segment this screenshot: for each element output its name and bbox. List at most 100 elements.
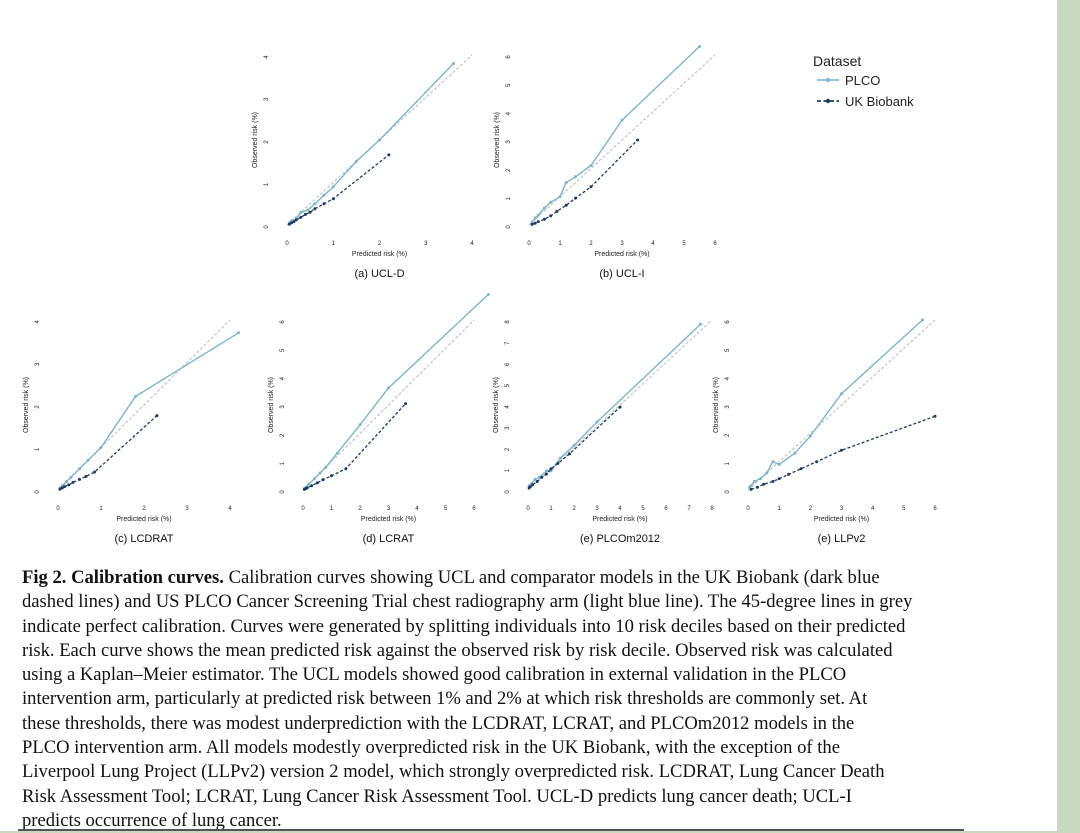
reference-diagonal xyxy=(747,319,936,491)
figure-page xyxy=(0,0,1057,831)
plco-point xyxy=(749,484,753,488)
plco-point xyxy=(589,164,593,167)
legend-ukb-label: UK Biobank xyxy=(845,94,914,109)
panel-title: (e) LLPv2 xyxy=(818,533,866,545)
x-axis-label: Predicted risk (%) xyxy=(814,516,869,523)
y-tick-label: 2 xyxy=(35,405,41,409)
x-tick-label: 5 xyxy=(682,241,686,247)
panel-title: (c) LCDRAT xyxy=(114,533,173,545)
x-tick-label: 3 xyxy=(387,506,391,512)
caption-line-5: using a Kaplan–Meier estimator. The UCL … xyxy=(22,664,847,686)
y-tick-label: 3 xyxy=(280,405,286,409)
y-tick-label: 5 xyxy=(505,383,511,387)
plco-point xyxy=(486,293,490,296)
uk-biobank-point xyxy=(305,486,309,490)
x-tick-label: 3 xyxy=(840,506,844,512)
uk-biobank-point xyxy=(771,480,775,483)
plco-point xyxy=(533,216,537,220)
plco-point xyxy=(752,480,756,483)
x-tick-label: 3 xyxy=(595,506,599,512)
plco-point xyxy=(69,475,73,479)
plco-point xyxy=(133,395,137,398)
plco-point xyxy=(237,331,241,335)
calibration-panel-6: 0 1 2 3 4 5 6 0 1 2 3 4 5 6 Predicted risk (%) Observed… xyxy=(713,318,937,545)
caption-line-9: Liverpool Lung Project (LLPv2) version 2… xyxy=(22,761,885,783)
uk-biobank-point xyxy=(404,402,408,406)
uk-biobank-point xyxy=(93,470,96,474)
uk-biobank-point xyxy=(564,203,568,207)
plco-point xyxy=(99,446,103,449)
plco-point xyxy=(299,210,303,214)
uk-biobank-line xyxy=(59,415,158,490)
plco-point xyxy=(530,220,534,224)
uk-biobank-point xyxy=(313,207,317,211)
plco-point xyxy=(564,181,568,184)
uk-biobank-point xyxy=(543,217,546,221)
x-tick-label: 2 xyxy=(378,241,382,247)
plco-point xyxy=(759,477,762,481)
legend: Dataset PLCO UK Biobank xyxy=(813,53,914,109)
legend-ukb-marker xyxy=(825,98,831,104)
x-tick-label: 6 xyxy=(933,506,937,512)
plco-point xyxy=(808,434,812,438)
x-tick-label: 4 xyxy=(415,506,419,512)
y-tick-label: 0 xyxy=(505,490,511,494)
panel-title: (a) UCL-D xyxy=(354,268,404,280)
plco-point xyxy=(595,420,599,424)
y-tick-label: 4 xyxy=(506,111,512,115)
uk-biobank-point xyxy=(840,448,843,452)
plco-line xyxy=(303,293,489,490)
x-tick-label: 4 xyxy=(871,506,875,512)
uk-biobank-point xyxy=(536,220,540,224)
y-axis-label: Observed risk (%) xyxy=(23,377,30,433)
reference-diagonal xyxy=(527,319,713,491)
panel-title: (e) PLCOm2012 xyxy=(580,533,660,545)
plco-line xyxy=(288,63,455,224)
plco-point xyxy=(313,202,317,206)
plco-point xyxy=(543,206,546,210)
uk-biobank-point xyxy=(749,487,753,491)
y-tick-label: 1 xyxy=(505,468,511,472)
y-axis-label: Observed risk (%) xyxy=(268,377,275,433)
x-tick-label: 0 xyxy=(526,506,530,512)
y-tick-label: 0 xyxy=(264,225,270,229)
plco-line xyxy=(59,332,239,489)
x-tick-label: 0 xyxy=(56,506,60,512)
caption-label: Fig 2. Calibration curves. xyxy=(22,567,224,588)
y-tick-label: 6 xyxy=(505,362,511,366)
uk-biobank-point xyxy=(531,483,535,487)
uk-biobank-point xyxy=(787,472,790,476)
caption-line-11: predicts occurrence of lung cancer. xyxy=(22,809,282,831)
reference-diagonal xyxy=(528,54,716,226)
x-tick-label: 2 xyxy=(358,506,362,512)
y-tick-label: 2 xyxy=(506,168,512,172)
uk-biobank-point xyxy=(63,485,66,489)
uk-biobank-point xyxy=(544,472,548,476)
y-tick-label: 5 xyxy=(280,348,286,352)
uk-biobank-point xyxy=(540,475,544,479)
x-tick-label: 3 xyxy=(424,241,428,247)
uk-biobank-point xyxy=(549,214,553,218)
plco-point xyxy=(290,219,294,223)
caption-line-3: indicate perfect calibration. Curves wer… xyxy=(22,615,906,637)
y-tick-label: 6 xyxy=(725,320,731,324)
uk-biobank-point xyxy=(555,209,559,213)
x-tick-label: 2 xyxy=(142,506,146,512)
uk-biobank-line xyxy=(750,415,936,491)
uk-biobank-point xyxy=(815,460,819,464)
plco-point xyxy=(306,208,310,212)
y-tick-label: 4 xyxy=(264,55,270,59)
plco-point xyxy=(335,451,339,455)
y-tick-label: 4 xyxy=(35,320,41,324)
uk-biobank-point xyxy=(387,153,391,157)
x-tick-label: 3 xyxy=(185,506,189,512)
panel-title: (b) UCL-I xyxy=(599,268,644,280)
x-tick-label: 2 xyxy=(572,506,576,512)
uk-biobank-point xyxy=(304,212,307,216)
plco-point xyxy=(324,465,328,469)
plco-point xyxy=(452,62,455,65)
x-tick-label: 0 xyxy=(301,506,305,512)
x-tick-label: 4 xyxy=(618,506,622,512)
x-tick-label: 8 xyxy=(710,506,714,512)
